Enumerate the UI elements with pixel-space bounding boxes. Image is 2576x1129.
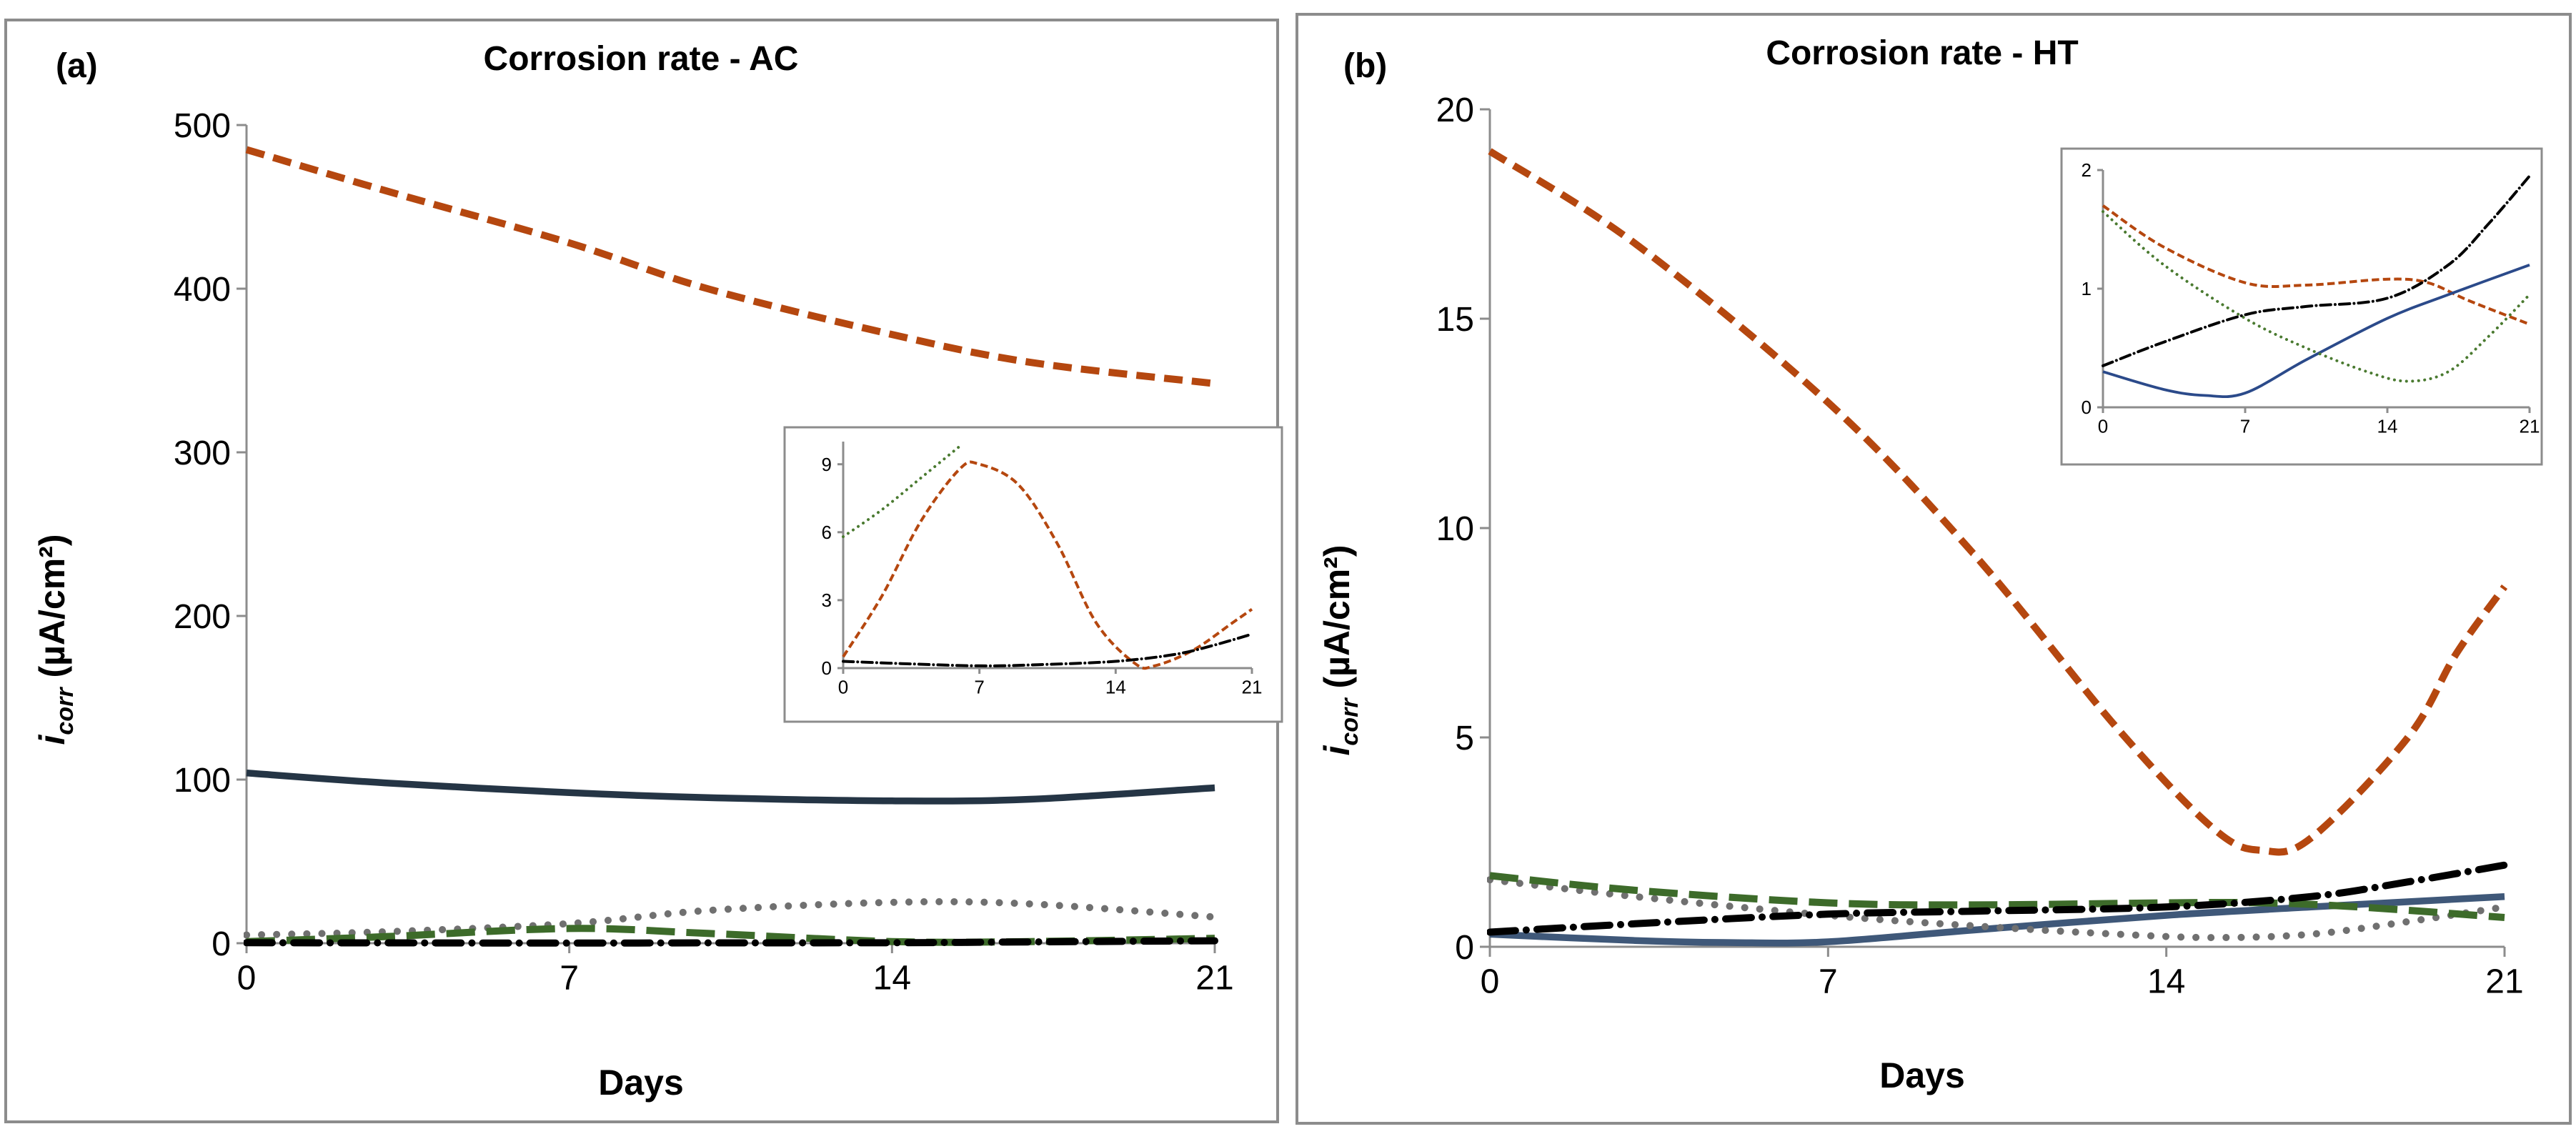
panel-a: (a) Corrosion rate - AC Days icorr (µA/c…: [4, 19, 1283, 1123]
panel-b-x-tick-label: 14: [2147, 963, 2185, 1000]
panel-a-x-axis-title: Days: [598, 1063, 684, 1103]
panel-b-inset-y-tick-label: 0: [2082, 397, 2092, 418]
panel-a-label: (a): [56, 47, 98, 85]
panel-b-x-tick-label: 7: [1819, 963, 1838, 1000]
panel-a-title: Corrosion rate - AC: [484, 40, 799, 78]
panel-a-ylabel-sub: corr: [51, 687, 79, 735]
panel-b: (b) Corrosion rate - HT Days icorr (µA/c…: [1296, 13, 2572, 1125]
panel-b-inset-y-tick-label: 1: [2082, 278, 2092, 299]
panel-a-inset-x-tick-label: 0: [838, 676, 848, 697]
panel-b-inset-x-tick-label: 7: [2240, 415, 2250, 437]
panel-a-series-orange-dashed: [245, 146, 1215, 387]
panel-b-ylabel-sub: corr: [1336, 697, 1363, 746]
panel-b-inset-x-tick-label: 14: [2377, 415, 2398, 437]
panel-b-y-axis-title: icorr (µA/cm²): [1317, 545, 1363, 756]
panel-a-y-tick-label: 400: [174, 271, 231, 309]
panel-b-inset-x-tick-label: 0: [2098, 415, 2108, 437]
panel-b-series-gray-dotted: [1487, 876, 2508, 942]
panel-a-ylabel-units: (µA/cm²): [32, 534, 72, 688]
panel-a-series-green-dashed: [246, 925, 1215, 946]
panel-a-series-black-dashdot: [244, 937, 1218, 947]
panel-b-x-axis-title: Days: [1879, 1055, 1965, 1095]
panel-a-y-axis-title: icorr (µA/cm²): [32, 534, 79, 745]
panel-b-series-green-dashed: [1489, 872, 2505, 921]
panel-a-inset-y-tick-label: 0: [822, 657, 832, 679]
panel-a-series-navy-solid: [246, 770, 1215, 805]
panel-b-y-tick-label: 0: [1455, 929, 1474, 967]
panel-a-inset-x-tick-label: 21: [1242, 676, 1263, 697]
panel-b-ylabel-main: i: [1317, 745, 1357, 755]
panel-a-inset-y-tick-label: 3: [822, 590, 832, 611]
panel-a-x-tick-label: 14: [873, 959, 911, 997]
panel-a-y-tick-label: 200: [174, 598, 231, 636]
panel-b-y-tick-label: 20: [1436, 91, 1474, 129]
panel-a-inset-frame: [783, 426, 1283, 723]
panel-a-inset-x-tick-label: 14: [1105, 676, 1126, 697]
panel-b-x-tick-label: 0: [1481, 963, 1500, 1000]
panel-b-inset: 0 1 2 0 7 14 21: [2082, 159, 2540, 437]
panel-a-inset-series-green-dotted: [842, 444, 962, 539]
panel-a-inset-y-tick-label: 9: [822, 454, 832, 475]
panel-b-ylabel-units: (µA/cm²): [1317, 545, 1357, 699]
panel-a-series-gray-dotted: [244, 897, 1218, 939]
panel-b-series-orange-dashed: [1488, 148, 2508, 856]
panel-b-inset-y-tick-label: 2: [2082, 159, 2092, 181]
panel-b-label: (b): [1343, 47, 1387, 85]
panel-a-x-tick-label: 21: [1195, 959, 1233, 997]
panel-b-inset-series-black-dashdot: [2102, 174, 2531, 367]
panel-b-y-tick-label: 5: [1455, 720, 1474, 757]
panel-b-x-tick-label: 21: [2485, 963, 2523, 1000]
panel-b-y-tick-label: 10: [1436, 510, 1474, 548]
panel-a-x-tick-label: 0: [237, 959, 257, 997]
panel-a-y-tick-label: 100: [174, 762, 231, 800]
panel-a-ylabel-main: i: [32, 734, 72, 745]
panel-a-y-tick-label: 0: [212, 925, 231, 963]
panel-a-inset-series-black-dashdot: [842, 632, 1253, 667]
panel-a-inset-y-tick-label: 6: [822, 522, 832, 543]
panel-a-x-tick-label: 7: [560, 959, 579, 997]
panel-a-y-tick-label: 500: [174, 107, 231, 145]
panel-b-y-tick-label: 15: [1436, 301, 1474, 339]
panel-a-inset-x-tick-label: 7: [974, 676, 984, 697]
panel-b-inset-series-navy-solid: [2102, 264, 2530, 399]
panel-b-inset-x-tick-label: 21: [2520, 415, 2540, 437]
panel-b-inset-series-orange-dashed: [2102, 204, 2530, 326]
panel-b-series-black-dashdot: [1487, 861, 2508, 936]
panel-b-title: Corrosion rate - HT: [1766, 34, 2078, 72]
panel-a-y-tick-label: 300: [174, 434, 231, 472]
panel-a-inset: 0 3 6 9 0 7 14 21: [822, 442, 1263, 697]
